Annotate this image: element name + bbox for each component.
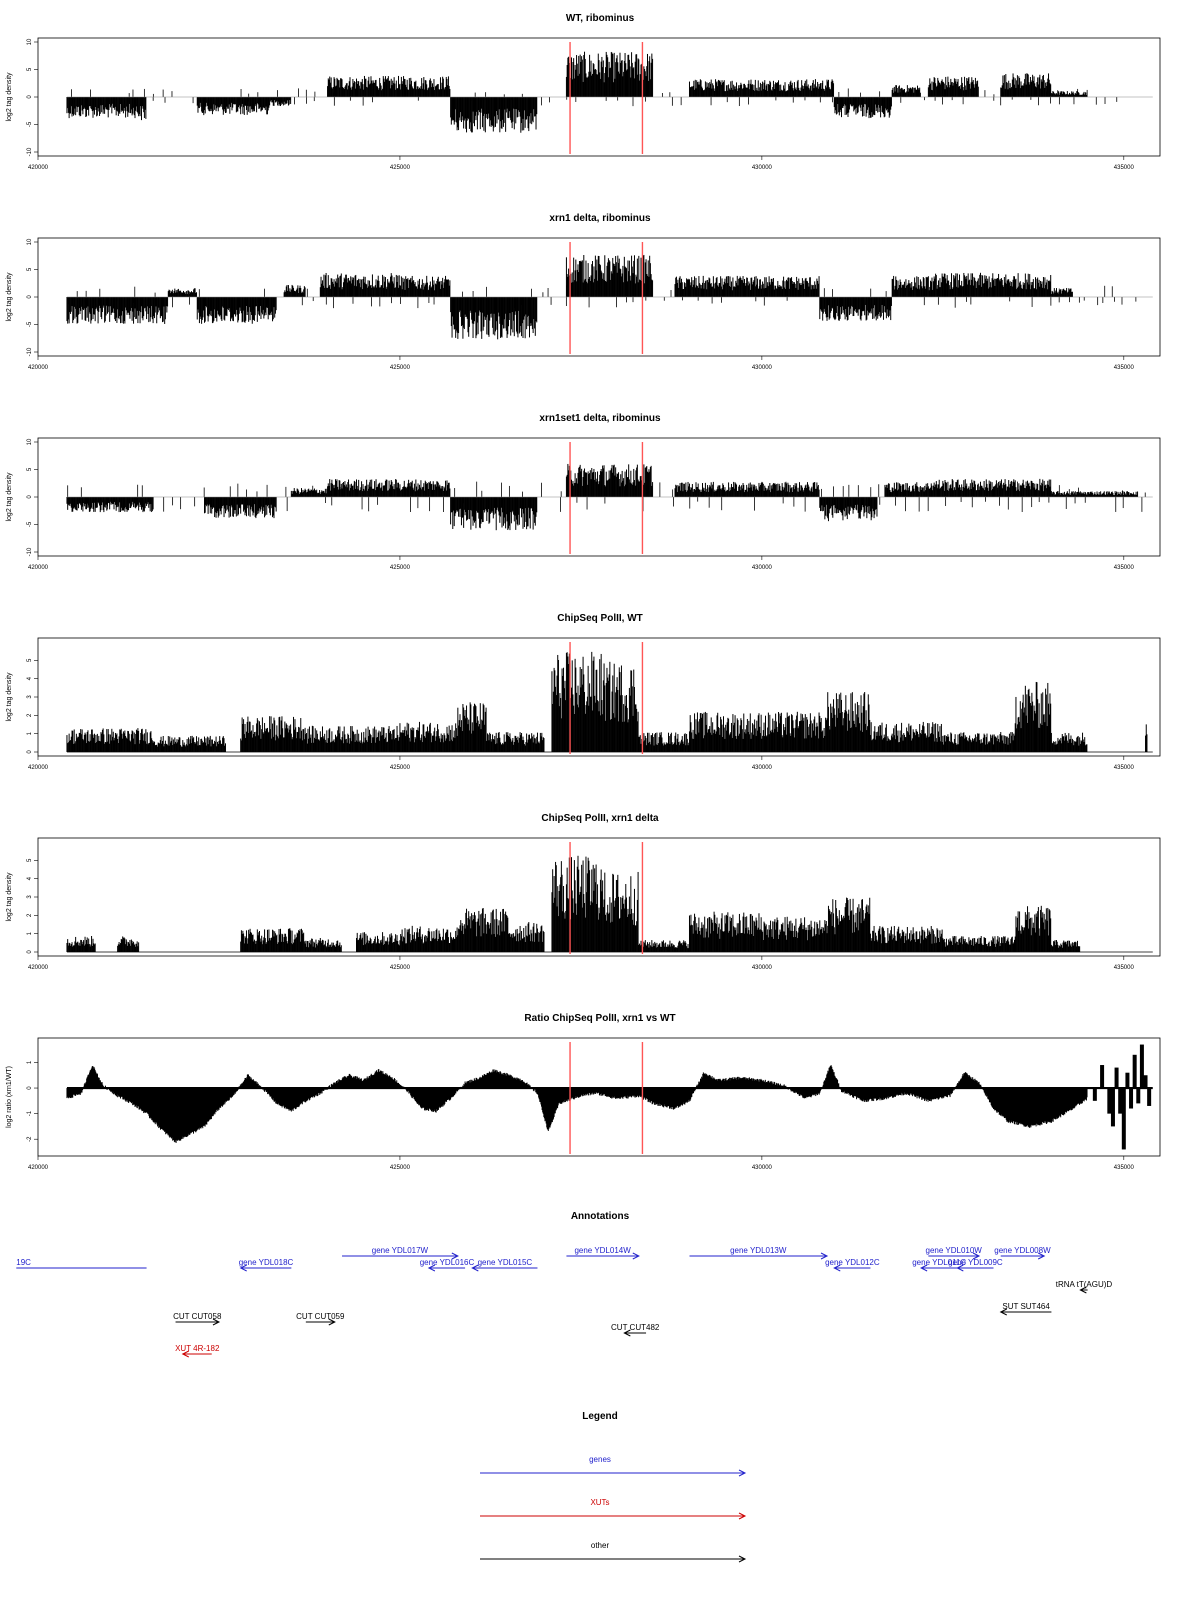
x-tick-label: 430000 bbox=[752, 565, 773, 571]
data-series bbox=[66, 51, 1118, 133]
y-tick-label: -5 bbox=[27, 121, 33, 127]
y-tick-label: 0 bbox=[27, 95, 33, 99]
x-tick-label: 435000 bbox=[1114, 165, 1135, 171]
y-tick-label: -10 bbox=[27, 347, 33, 356]
x-tick-label: 420000 bbox=[28, 165, 49, 171]
x-tick-label: 425000 bbox=[390, 165, 411, 171]
panel-3: xrn1set1 delta, ribominus log2 tag densit… bbox=[6, 413, 1161, 571]
y-tick-label: 5 bbox=[27, 658, 33, 662]
y-tick-label: 3 bbox=[27, 695, 33, 699]
x-tick-label: 430000 bbox=[752, 365, 773, 371]
y-axis-label: log2 tag density bbox=[6, 472, 13, 522]
panel-title: WT, ribominus bbox=[566, 13, 635, 24]
panel-title: xrn1set1 delta, ribominus bbox=[539, 413, 661, 424]
y-tick-label: 10 bbox=[27, 438, 33, 445]
panel-title: xrn1 delta, ribominus bbox=[549, 213, 651, 224]
x-tick-label: 435000 bbox=[1114, 765, 1135, 771]
x-tick-label: 425000 bbox=[390, 765, 411, 771]
y-tick-label: 2 bbox=[27, 713, 33, 717]
y-tick-label: 0 bbox=[27, 495, 33, 499]
y-tick-label: 4 bbox=[27, 676, 33, 680]
panel-2: xrn1 delta, ribominus log2 tag density -10… bbox=[6, 213, 1161, 371]
y-tick-label: 5 bbox=[27, 467, 33, 471]
y-tick-label: 10 bbox=[27, 238, 33, 245]
y-tick-label: 10 bbox=[27, 38, 33, 45]
x-tick-label: 420000 bbox=[28, 365, 49, 371]
y-tick-label: -10 bbox=[27, 547, 33, 556]
panel-1: WT, ribominus log2 tag density -10 -5 0 5 10 42… bbox=[6, 13, 1161, 171]
y-axis-label: log2 tag density bbox=[6, 72, 13, 122]
x-tick-label: 420000 bbox=[28, 765, 49, 771]
y-tick-label: 5 bbox=[27, 267, 33, 271]
y-tick-label: -10 bbox=[27, 147, 33, 156]
y-axis-label: log2 tag density bbox=[6, 672, 13, 722]
y-tick-label: 5 bbox=[27, 67, 33, 71]
y-tick-label: 0 bbox=[27, 295, 33, 299]
y-tick-label: -5 bbox=[27, 521, 33, 527]
y-tick-label: -5 bbox=[27, 321, 33, 327]
x-tick-label: 435000 bbox=[1114, 565, 1135, 571]
data-series bbox=[66, 254, 1137, 340]
x-tick-label: 430000 bbox=[752, 765, 773, 771]
x-tick-label: 430000 bbox=[752, 165, 773, 171]
x-tick-label: 425000 bbox=[390, 365, 411, 371]
y-tick-label: 0 bbox=[27, 750, 33, 754]
panel-4: ChipSeq PolII, WT log2 tag density 0 1 2 3 4 5 4… bbox=[6, 613, 1161, 771]
y-tick-label: 1 bbox=[27, 731, 33, 735]
x-tick-label: 420000 bbox=[28, 565, 49, 571]
panel-title: ChipSeq PolII, WT bbox=[557, 613, 643, 624]
y-axis-label: log2 tag density bbox=[6, 272, 13, 322]
data-series bbox=[66, 651, 1148, 752]
x-tick-label: 425000 bbox=[390, 565, 411, 571]
x-tick-label: 435000 bbox=[1114, 365, 1135, 371]
